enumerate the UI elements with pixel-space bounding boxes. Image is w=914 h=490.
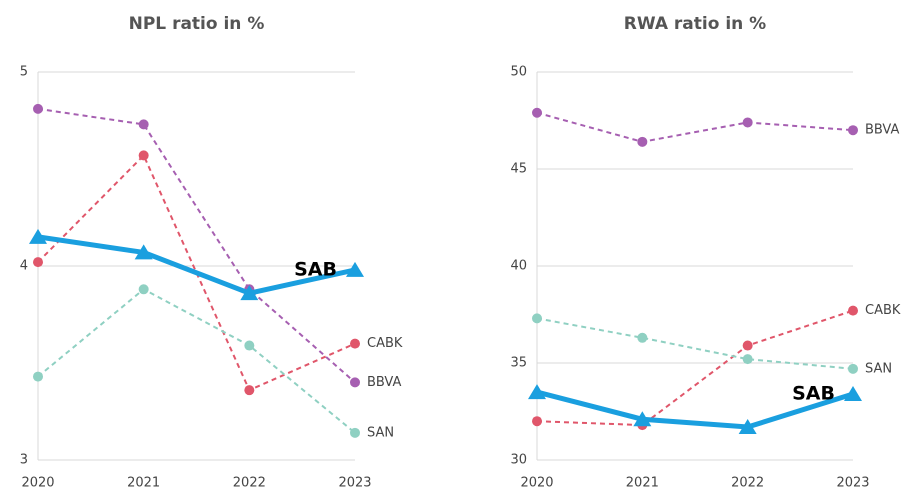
marker: [532, 416, 542, 427]
marker: [33, 257, 43, 268]
y-tick-label: 4: [20, 259, 28, 274]
marker: [33, 103, 43, 114]
series-line: [37, 153, 356, 392]
marker: [633, 411, 652, 427]
series-label: BBVA: [367, 375, 401, 390]
series-label: SAN: [865, 361, 892, 376]
marker: [637, 332, 648, 343]
marker: [346, 261, 364, 277]
marker: [138, 119, 149, 130]
marker: [350, 377, 360, 388]
series-line: [536, 389, 854, 430]
x-tick-label: 2020: [21, 476, 54, 490]
series-label: SAB: [792, 383, 835, 405]
series-line: [37, 234, 356, 296]
y-tick-label: 3: [20, 453, 28, 468]
marker: [350, 338, 360, 349]
series-label: SAB: [294, 258, 337, 280]
series-line: [37, 288, 356, 434]
marker: [138, 150, 149, 161]
y-tick-label: 30: [510, 453, 527, 468]
x-tick-label: 2020: [520, 476, 553, 490]
chart-title: NPL ratio in %: [129, 14, 265, 34]
x-tick-label: 2023: [338, 476, 371, 490]
marker: [350, 427, 360, 438]
marker: [134, 244, 153, 260]
y-tick-label: 45: [510, 162, 527, 177]
series-line: [37, 107, 356, 384]
marker: [738, 419, 757, 435]
x-tick-label: 2021: [127, 476, 160, 490]
marker: [244, 340, 255, 351]
marker: [532, 107, 542, 118]
marker: [848, 363, 858, 374]
x-tick-label: 2021: [626, 476, 659, 490]
marker: [848, 305, 858, 316]
y-tick-label: 35: [510, 356, 527, 371]
series-label: BBVA: [865, 123, 899, 138]
marker: [844, 386, 862, 402]
marker: [528, 384, 546, 400]
marker: [742, 117, 753, 128]
marker: [240, 285, 259, 301]
series-label: CABK: [865, 303, 901, 318]
series-line: [536, 309, 854, 427]
marker: [742, 354, 753, 365]
series-label: SAN: [367, 425, 394, 440]
marker: [637, 136, 648, 147]
x-tick-label: 2023: [836, 476, 869, 490]
y-tick-label: 40: [510, 259, 527, 274]
marker: [29, 228, 47, 244]
y-tick-label: 5: [20, 65, 28, 80]
y-tick-label: 50: [510, 65, 527, 80]
x-tick-label: 2022: [233, 476, 266, 490]
series-line: [536, 111, 854, 143]
x-tick-label: 2022: [731, 476, 764, 490]
marker: [138, 284, 149, 295]
series-label: CABK: [367, 336, 403, 351]
chart-title: RWA ratio in %: [624, 14, 766, 34]
marker: [742, 340, 753, 351]
marker: [33, 371, 43, 382]
marker: [244, 385, 255, 396]
marker: [532, 313, 542, 324]
marker: [848, 125, 858, 136]
